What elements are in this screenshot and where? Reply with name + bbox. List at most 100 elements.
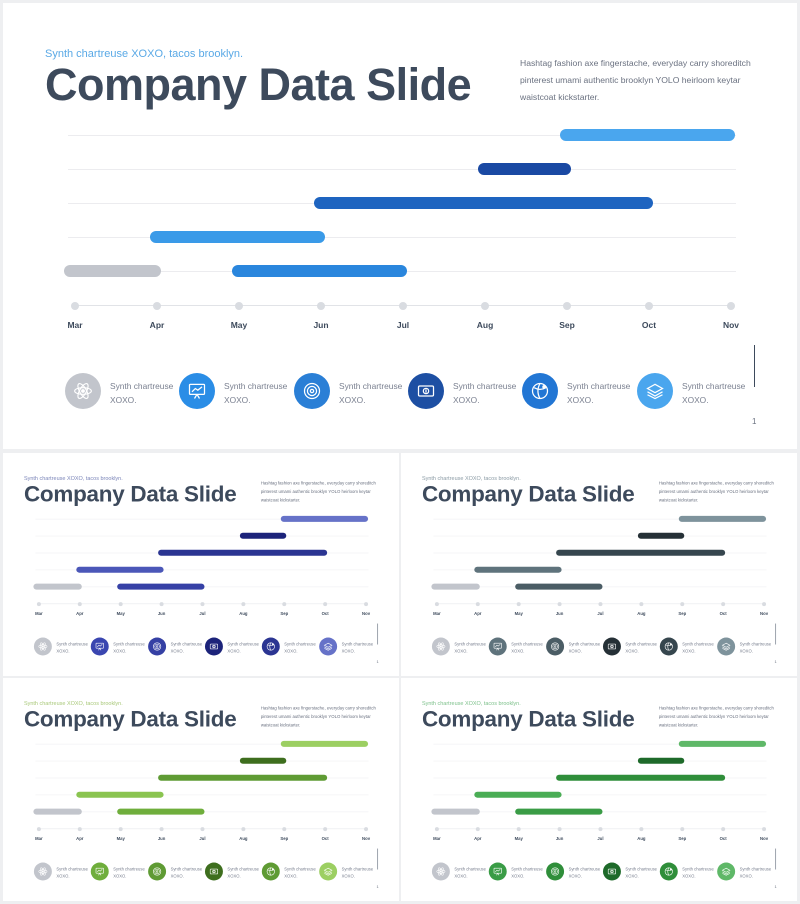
month-label: May — [514, 836, 523, 842]
gantt-bar — [556, 549, 726, 556]
month-label: Apr — [76, 836, 84, 842]
month-label: Jul — [199, 836, 206, 842]
timeline-tick — [639, 602, 644, 607]
page-number: 1 — [376, 884, 379, 889]
timeline-tick — [516, 827, 521, 832]
slide-indigo[interactable]: Synth chartreuse XOXO, tacos brooklyn. C… — [3, 453, 399, 676]
globe-icon — [261, 862, 280, 881]
timeline-tick — [399, 302, 407, 310]
presentation-board-icon — [488, 637, 507, 656]
timeline-tick — [200, 602, 205, 607]
layers-icon — [717, 862, 736, 881]
gantt-bar — [678, 515, 767, 522]
timeline-tick — [434, 602, 439, 607]
month-label: Jun — [313, 320, 329, 330]
atom-icon — [33, 862, 52, 881]
month-label: May — [514, 611, 523, 617]
timeline-tick — [364, 602, 369, 607]
feature-label: Synth chartreuse XOXO. — [341, 866, 374, 879]
month-label: Sep — [678, 836, 687, 842]
slide-slate[interactable]: Synth chartreuse XOXO, tacos brooklyn. C… — [401, 453, 797, 676]
month-label: Nov — [722, 320, 740, 330]
page-number: 1 — [376, 659, 379, 664]
month-label: Mar — [67, 320, 83, 330]
timeline-tick — [680, 602, 685, 607]
month-label: Nov — [760, 836, 769, 842]
target-icon — [294, 373, 330, 409]
layers-icon — [319, 637, 338, 656]
gantt-bar — [474, 791, 562, 798]
slide-description: Hashtag fashion axe fingerstache, everyd… — [658, 480, 774, 503]
month-label: Aug — [637, 836, 646, 842]
feature-label: Synth chartreuse XOXO. — [170, 866, 203, 879]
month-label: May — [116, 836, 125, 842]
slide-content: Synth chartreuse XOXO, tacos brooklyn. C… — [3, 3, 797, 449]
month-label: Mar — [433, 836, 441, 842]
month-label: Jun — [555, 611, 564, 617]
grid-line — [68, 169, 736, 170]
gantt-bar — [158, 774, 328, 781]
gantt-bar — [560, 129, 736, 141]
gantt-bar — [515, 808, 603, 815]
presentation-board-icon — [488, 862, 507, 881]
feature-label: Synth chartreuse XOXO. — [739, 641, 772, 654]
timeline-tick — [36, 827, 41, 832]
atom-icon — [431, 637, 450, 656]
month-label: Sep — [280, 836, 289, 842]
feature-label: Synth chartreuse XOXO. — [453, 381, 517, 405]
feature-label: Synth chartreuse XOXO. — [224, 381, 288, 405]
feature-label: Synth chartreuse XOXO. — [56, 866, 88, 879]
layers-icon — [319, 862, 338, 881]
timeline-tick — [364, 827, 369, 832]
gantt-bar — [637, 532, 685, 539]
timeline-tick — [159, 827, 164, 832]
feature-label: Synth chartreuse XOXO. — [568, 866, 601, 879]
feature-label: Synth chartreuse XOXO. — [682, 381, 746, 405]
month-label: Apr — [76, 611, 84, 617]
month-label: Oct — [641, 320, 657, 330]
month-label: Oct — [321, 611, 329, 617]
feature-label: Synth chartreuse XOXO. — [682, 641, 714, 654]
timeline-tick — [475, 827, 480, 832]
feature-label: Synth chartreuse XOXO. — [113, 866, 145, 879]
timeline-tick — [241, 827, 246, 832]
target-icon — [148, 862, 167, 881]
timeline-tick — [516, 602, 521, 607]
feature-label: Synth chartreuse XOXO. — [170, 641, 203, 654]
money-bill-icon — [602, 862, 621, 881]
month-label: Apr — [474, 836, 482, 842]
timeline-tick — [36, 602, 41, 607]
gantt-bar — [158, 549, 328, 556]
timeline-tick — [557, 827, 562, 832]
gantt-bar — [280, 515, 369, 522]
gantt-bar — [76, 791, 164, 798]
slide-content: Synth chartreuse XOXO, tacos brooklyn. C… — [401, 678, 797, 900]
gantt-bar — [76, 566, 164, 573]
month-label: Aug — [239, 611, 248, 617]
timeline-tick — [323, 827, 328, 832]
month-label: Aug — [239, 836, 248, 842]
slide-blue[interactable]: Synth chartreuse XOXO, tacos brooklyn. C… — [3, 3, 797, 449]
month-label: Mar — [35, 611, 43, 617]
globe-icon — [261, 637, 280, 656]
page-number: 1 — [752, 417, 757, 426]
feature-label: Synth chartreuse XOXO. — [227, 866, 259, 879]
timeline-tick — [71, 302, 79, 310]
timeline-tick — [118, 602, 123, 607]
page-number: 1 — [774, 884, 777, 889]
month-label: May — [116, 611, 125, 617]
timeline-tick — [77, 827, 82, 832]
slide-content: Synth chartreuse XOXO, tacos brooklyn. C… — [3, 678, 399, 900]
month-label: Aug — [476, 320, 494, 330]
month-label: Nov — [362, 836, 371, 842]
slide-lime[interactable]: Synth chartreuse XOXO, tacos brooklyn. C… — [3, 678, 399, 901]
timeline-tick — [645, 302, 653, 310]
feature-label: Synth chartreuse XOXO. — [739, 866, 772, 879]
slide-content: Synth chartreuse XOXO, tacos brooklyn. C… — [401, 453, 797, 675]
timeline-tick — [721, 827, 726, 832]
feature-label: Synth chartreuse XOXO. — [511, 641, 543, 654]
presentation-board-icon — [179, 373, 215, 409]
timeline-tick — [153, 302, 161, 310]
slide-subtitle: Synth chartreuse XOXO, tacos brooklyn. — [45, 48, 244, 60]
slide-green[interactable]: Synth chartreuse XOXO, tacos brooklyn. C… — [401, 678, 797, 901]
